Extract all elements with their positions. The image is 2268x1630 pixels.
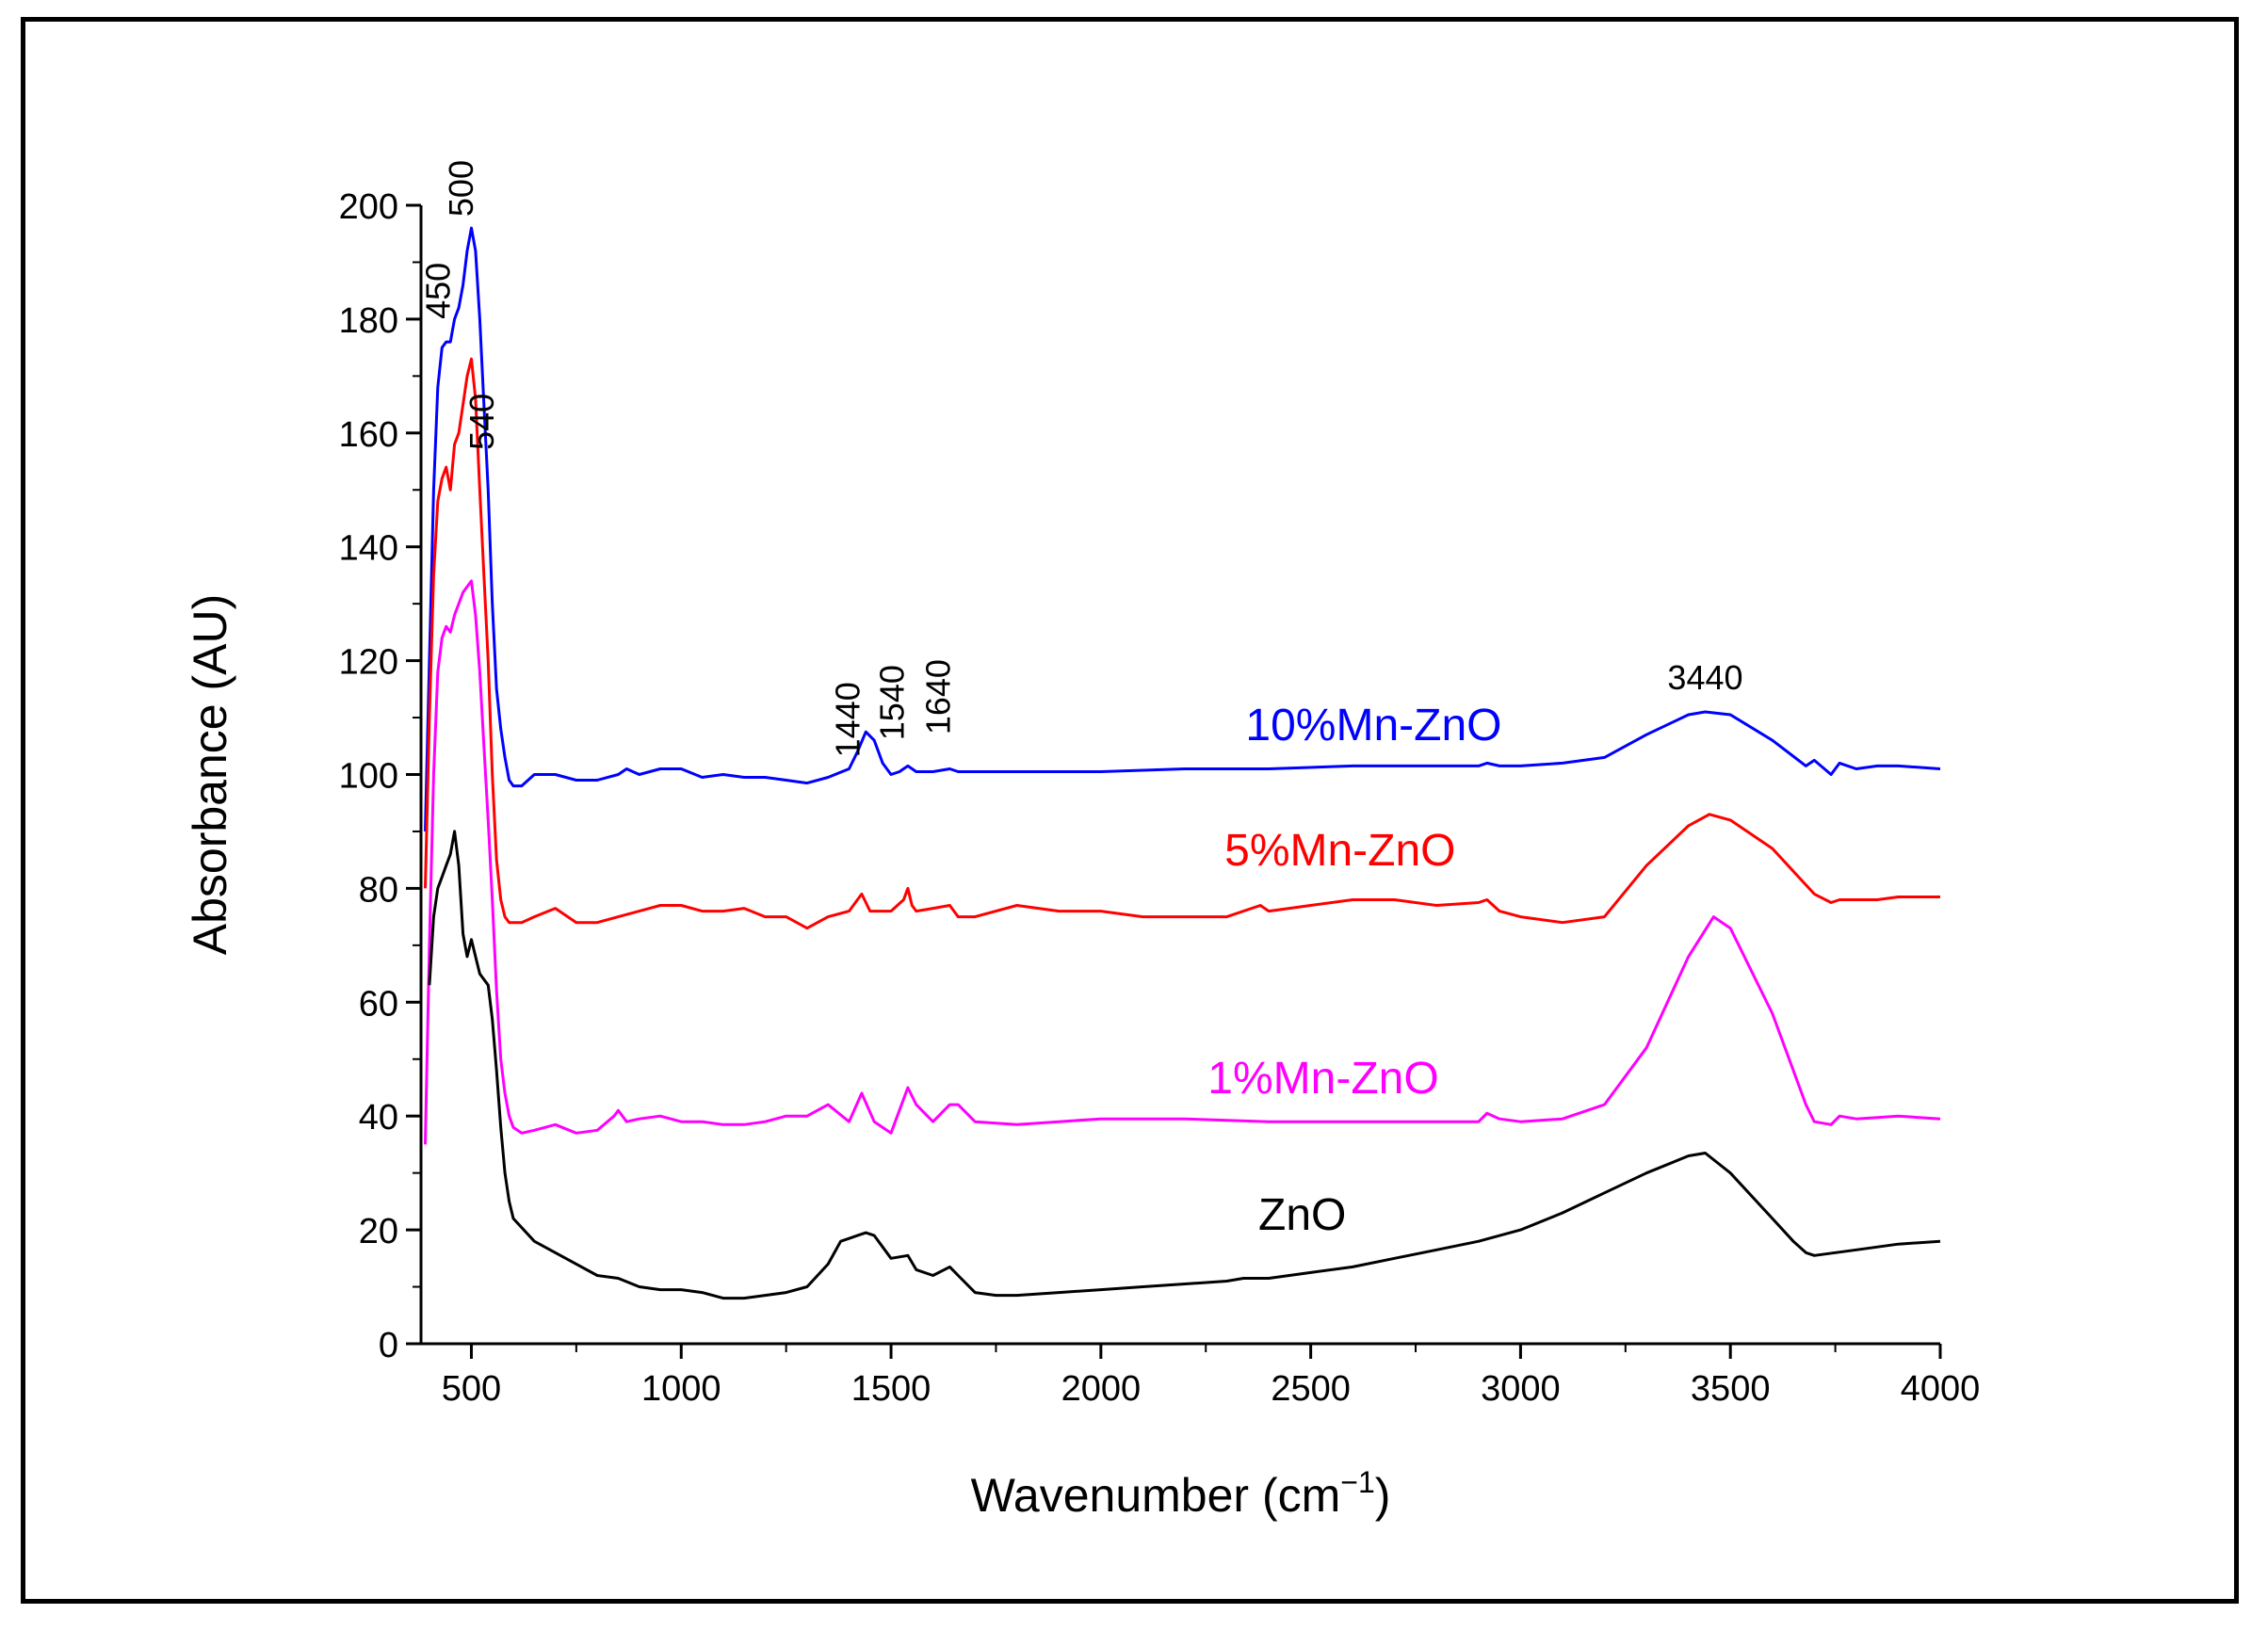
y-axis-title: Absorbance (AU) [184, 594, 236, 956]
y-tick-label: 140 [339, 529, 398, 569]
series-line-zno [428, 830, 1941, 1300]
peak-annotation: 540 [462, 394, 501, 450]
y-tick-label: 120 [339, 643, 398, 683]
series-line-10-mn-zno [424, 226, 1941, 831]
x-axis-title: Wavenumber (cm−1) [971, 1465, 1391, 1522]
x-tick-label: 2500 [1271, 1369, 1351, 1409]
x-tick-label: 500 [442, 1369, 501, 1409]
series-label: 5%Mn-ZnO [1224, 826, 1455, 876]
series-label: 10%Mn-ZnO [1245, 701, 1501, 750]
peak-annotation: 1640 [918, 659, 957, 734]
figure-frame [21, 17, 2239, 1604]
series-label: 1%Mn-ZnO [1207, 1054, 1438, 1104]
y-tick-label: 80 [359, 870, 398, 910]
y-tick-label: 60 [359, 984, 398, 1024]
series-label: ZnO [1258, 1190, 1346, 1240]
series-line-1-mn-zno [424, 579, 1941, 1145]
x-tick-label: 4000 [1901, 1369, 1981, 1409]
x-tick-label: 2000 [1061, 1369, 1142, 1409]
y-tick-label: 100 [339, 757, 398, 797]
x-tick-label: 3000 [1481, 1369, 1561, 1409]
y-tick-label: 200 [339, 187, 398, 227]
series-layer [424, 226, 1941, 1300]
peak-annotation: 450 [418, 263, 457, 319]
series-line-5-mn-zno [424, 357, 1940, 930]
y-tick-label: 20 [359, 1212, 398, 1251]
peak-annotation: 500 [442, 160, 480, 217]
axes: 0 20 40 60 80 100 120 140 160 180 200 500 1000 1500 20… [184, 187, 1980, 1522]
y-tick-label: 160 [339, 415, 398, 455]
y-tick-label: 40 [359, 1098, 398, 1138]
x-tick-label: 1000 [641, 1369, 721, 1409]
peak-annotation: 1440 [829, 682, 867, 757]
x-tick-label: 1500 [851, 1369, 932, 1409]
y-tick-label: 180 [339, 301, 398, 341]
x-tick-label: 3500 [1691, 1369, 1771, 1409]
y-tick-label: 0 [379, 1326, 398, 1365]
labels-layer: 10%Mn-ZnO 5%Mn-ZnO 1%Mn-ZnO ZnO 450 500 540 144… [418, 160, 1742, 1240]
peak-annotation: 3440 [1667, 658, 1742, 697]
peak-annotation: 1540 [872, 665, 911, 740]
